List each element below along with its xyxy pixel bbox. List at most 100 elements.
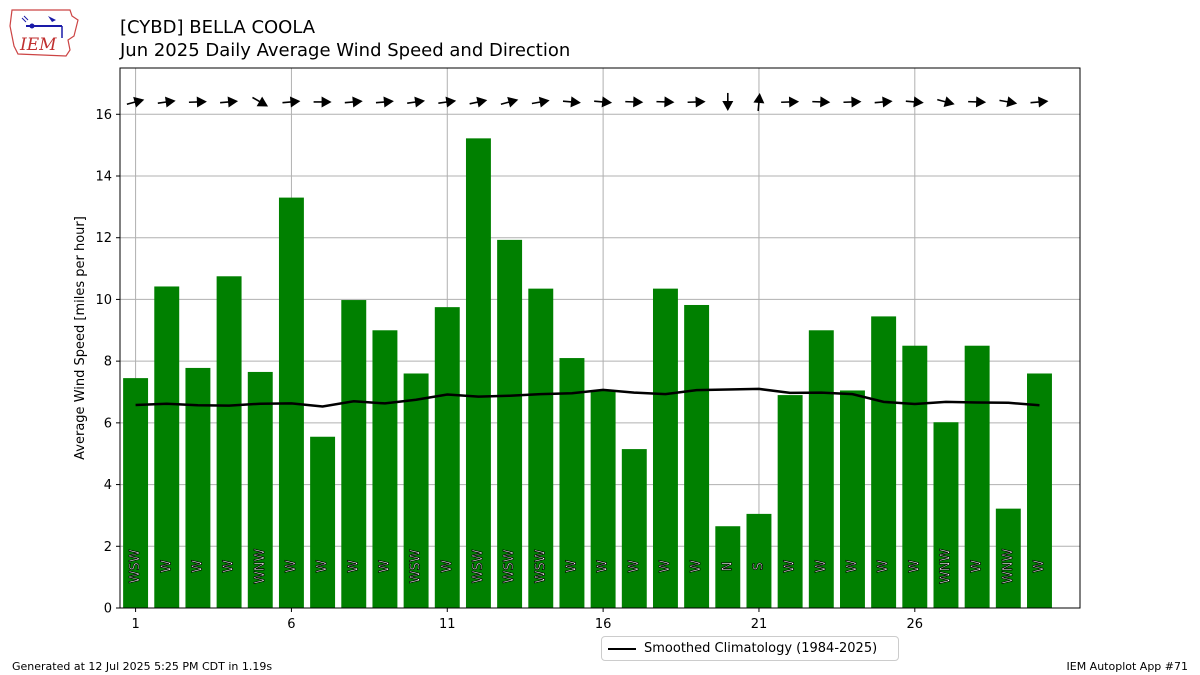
wind-arrow-day-8 [344,96,363,108]
wind-arrow-day-24 [843,96,862,108]
direction-label: WSW [533,549,548,583]
wind-arrow-head [321,96,332,108]
wind-arrow-head [507,96,519,108]
wind-arrow-head [570,96,581,108]
bar-day-17 [621,449,647,608]
wind-arrow-head [820,96,831,108]
direction-label: WSW [128,549,143,583]
bar-day-7 [310,436,336,608]
direction-label: W [689,560,704,573]
bar-series [123,138,1052,609]
bar-day-28 [964,345,990,608]
direction-label: W [377,560,392,573]
wind-arrow-head [975,96,987,108]
bar-day-25 [871,316,897,608]
direction-label: W [845,560,860,573]
direction-label: W [440,560,455,573]
direction-label: W [596,560,611,573]
wind-arrow-day-18 [656,96,675,108]
wind-arrow-day-16 [594,96,613,108]
bar-day-2 [154,286,180,608]
direction-labels: WSW W W W WNW W W W W WSW W WSW WSW WSW W W W W W N S W W W W W WN… [128,548,1048,584]
wind-arrow-day-5 [252,96,269,107]
direction-label: W [346,560,361,573]
bar-day-14 [528,288,554,608]
wind-arrow-head [851,96,862,108]
legend: Smoothed Climatology (1984-2025) [601,636,899,661]
generated-timestamp: Generated at 12 Jul 2025 5:25 PM CDT in … [12,660,273,673]
y-tick-label: 16 [95,108,112,123]
wind-arrow-day-2 [157,96,176,108]
y-tick-label: 2 [104,540,112,555]
x-tick-label: 11 [439,617,456,632]
wind-arrow-day-12 [469,96,488,108]
wind-arrow-head [753,92,765,104]
y-tick-label: 4 [104,478,112,493]
wind-arrow-head [383,96,394,108]
wind-arrow-head [943,96,955,107]
y-tick-label: 8 [104,355,112,370]
wind-arrow-head [1038,96,1049,108]
bar-day-1 [123,378,149,608]
x-tick-label: 16 [595,617,612,632]
wind-arrow-day-23 [812,96,831,108]
bar-day-11 [434,307,460,608]
bar-day-15 [559,358,585,608]
wind-arrow-head [196,96,207,108]
wind-arrow-head [695,96,706,108]
bar-day-13 [497,239,523,609]
direction-label: W [190,560,205,573]
iem-logo: IEM [9,9,79,57]
wind-arrow-day-20 [722,92,734,111]
direction-label: WNW [1001,548,1016,584]
wind-arrow-head [445,96,457,108]
wind-arrow-head [913,96,924,108]
direction-label: W [814,560,829,573]
y-tick-label: 0 [104,602,112,617]
wind-arrow-day-9 [375,96,394,108]
bar-day-9 [372,330,398,608]
wind-arrow-head [289,96,301,108]
wind-arrow-head [414,96,426,108]
bar-day-5 [247,371,273,608]
wind-arrow-head [601,96,613,108]
wind-arrow-day-6 [282,96,301,108]
direction-label: W [876,560,891,573]
direction-label: W [1032,560,1047,573]
bar-day-26 [902,345,928,608]
direction-label: WSW [471,549,486,583]
y-tick-label: 6 [104,416,112,431]
wind-arrow-day-29 [999,96,1018,108]
bar-day-22 [777,395,803,608]
wind-arrow-head [1006,96,1018,108]
wind-arrow-day-21 [753,92,765,111]
direction-label: WSW [502,549,517,583]
climatology-line [135,387,1040,408]
bar-day-30 [1027,373,1052,608]
legend-label: Smoothed Climatology (1984-2025) [644,641,878,656]
wind-arrow-day-28 [968,96,987,108]
wind-arrows [126,92,1049,111]
wind-arrow-day-3 [188,96,207,108]
wind-arrow-day-1 [126,96,145,108]
direction-label: S [751,562,766,570]
bar-day-10 [403,373,429,608]
y-tick-label: 10 [95,293,112,308]
direction-label: W [970,560,985,573]
wind-arrow-day-11 [438,96,457,108]
bar-day-27 [933,422,959,608]
wind-arrow-head [788,96,800,108]
direction-label: W [284,560,299,573]
x-tick-label: 1 [131,617,139,632]
wind-arrow-day-27 [937,96,955,107]
x-tick-label: 6 [287,617,295,632]
wind-arrow-head [664,96,675,108]
wind-arrow-head [722,100,734,111]
plot-frame [119,67,1081,609]
wind-arrow-day-26 [905,96,924,108]
wind-arrow-day-14 [531,96,550,108]
app-credit: IEM Autoplot App #71 [1066,660,1189,673]
direction-label: W [222,560,237,573]
